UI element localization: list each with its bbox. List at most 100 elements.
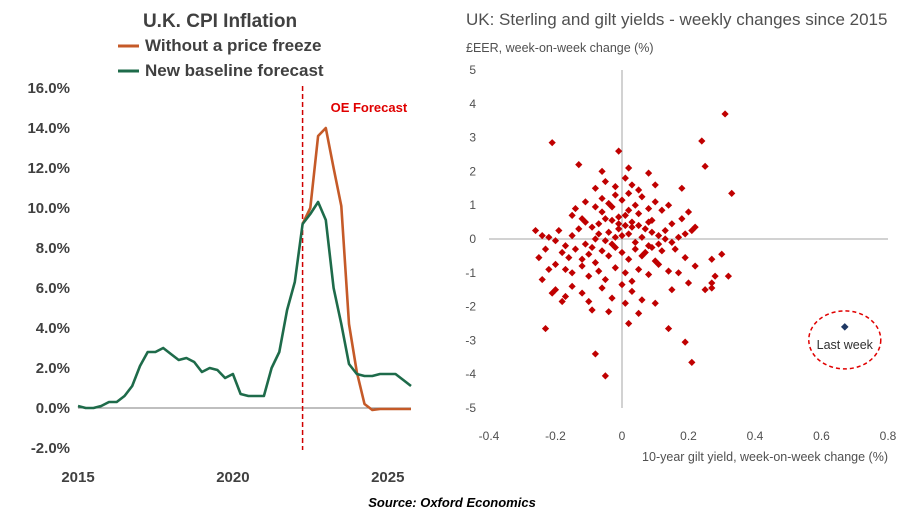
scatter-point [628, 218, 636, 226]
cpi-x-tick-label: 2025 [371, 469, 404, 486]
scatter-point [621, 174, 629, 182]
scatter-point [598, 167, 606, 175]
cpi-x-tick-label: 2015 [61, 469, 94, 486]
scatter-point [605, 308, 613, 316]
scatter-point [568, 269, 576, 277]
scatter-point [688, 358, 696, 366]
scatter-point [538, 232, 546, 240]
scatter-point [645, 218, 653, 226]
scatter-point [621, 221, 629, 230]
scatter-point [591, 259, 599, 267]
scatter-point [601, 237, 609, 245]
scatter-point [588, 306, 596, 314]
scatter-point [618, 281, 626, 289]
scatter-point [708, 284, 716, 292]
scatter-point [561, 292, 570, 301]
scatter-point [664, 267, 673, 275]
scatter-point [591, 184, 599, 192]
scatter-point [601, 177, 609, 186]
scatter-point [598, 208, 606, 216]
scatter-point [608, 216, 616, 225]
cpi-y-tick-label: 2.0% [36, 360, 70, 377]
legend-label-without-freeze: Without a price freeze [145, 36, 322, 55]
scatter-point [681, 338, 689, 346]
scatter-point [615, 220, 623, 228]
scatter-point [635, 265, 643, 274]
series-line-without-freeze [301, 126, 411, 412]
cpi-y-tick-label: 14.0% [27, 120, 70, 137]
cpi-y-tick-label: 4.0% [36, 320, 70, 337]
scatter-y-tick-label: -1 [465, 266, 476, 280]
scatter-point [578, 255, 586, 263]
gilt-scatter-chart: UK: Sterling and gilt yields - weekly ch… [465, 10, 896, 464]
scatter-point [638, 193, 646, 201]
scatter-point [575, 161, 583, 169]
scatter-x-tick-label: -0.4 [479, 429, 500, 443]
scatter-point [718, 250, 726, 258]
scatter-point [625, 189, 633, 197]
scatter-point [668, 220, 676, 228]
scatter-y-tick-label: 1 [469, 198, 476, 212]
forecast-label: OE Forecast [331, 100, 408, 115]
scatter-point [601, 372, 609, 380]
scatter-point [551, 260, 560, 268]
scatter-point [595, 220, 603, 228]
scatter-point [621, 299, 629, 307]
scatter-point [664, 201, 673, 209]
scatter-point [571, 245, 580, 253]
scatter-point [598, 194, 606, 203]
scatter-point [708, 255, 716, 263]
scatter-point [678, 215, 686, 223]
scatter-x-axis-label: 10-year gilt yield, week-on-week change … [642, 450, 888, 464]
scatter-point [691, 223, 699, 231]
scatter-point [561, 265, 570, 274]
scatter-point [651, 181, 659, 189]
scatter-point [558, 297, 566, 306]
last-week-label: Last week [817, 338, 874, 352]
source-note: Source: Oxford Economics [368, 495, 536, 510]
scatter-point [548, 289, 556, 297]
scatter-point [628, 277, 636, 285]
cpi-y-tick-label: 8.0% [36, 240, 70, 257]
scatter-point [641, 248, 649, 257]
scatter-y-tick-label: 2 [469, 164, 476, 178]
scatter-point [628, 181, 636, 189]
scatter-point [654, 260, 663, 268]
scatter-point [631, 201, 639, 209]
cpi-chart-title: U.K. CPI Inflation [143, 11, 297, 32]
cpi-y-tick-label: 12.0% [27, 160, 70, 177]
scatter-point [708, 279, 716, 287]
scatter-point [654, 232, 663, 240]
scatter-point [568, 211, 576, 219]
scatter-point [605, 252, 613, 260]
scatter-point [628, 223, 636, 231]
scatter-x-tick-label: 0.4 [747, 429, 764, 443]
scatter-x-tick-label: 0 [619, 429, 626, 443]
scatter-point [615, 147, 623, 155]
scatter-point [658, 247, 666, 255]
scatter-point [651, 257, 659, 265]
scatter-y-tick-label: 4 [469, 97, 476, 111]
scatter-point [625, 206, 633, 214]
scatter-point [621, 269, 629, 277]
cpi-y-axis-ticks: 16.0% 14.0% 12.0% 10.0% 8.0% 6.0% 4.0% 2.0% 0.0%… [27, 80, 70, 457]
scatter-point [628, 287, 636, 295]
scatter-point [625, 255, 633, 263]
scatter-point [591, 203, 599, 211]
scatter-point [608, 203, 616, 211]
scatter-point [585, 297, 593, 306]
scatter-x-tick-label: 0.6 [813, 429, 830, 443]
scatter-point [651, 299, 659, 307]
scatter-point [578, 289, 586, 297]
scatter-point [684, 279, 693, 287]
scatter-point [648, 243, 656, 252]
scatter-point [625, 164, 633, 172]
scatter-point [625, 230, 633, 238]
scatter-x-tick-label: -0.2 [545, 429, 566, 443]
cpi-y-tick-label: 10.0% [27, 200, 70, 217]
scatter-title: UK: Sterling and gilt yields - weekly ch… [466, 10, 887, 29]
scatter-point [674, 269, 683, 277]
cpi-y-tick-label: -2.0% [31, 440, 70, 457]
scatter-point [588, 223, 596, 231]
scatter-point [548, 139, 556, 147]
